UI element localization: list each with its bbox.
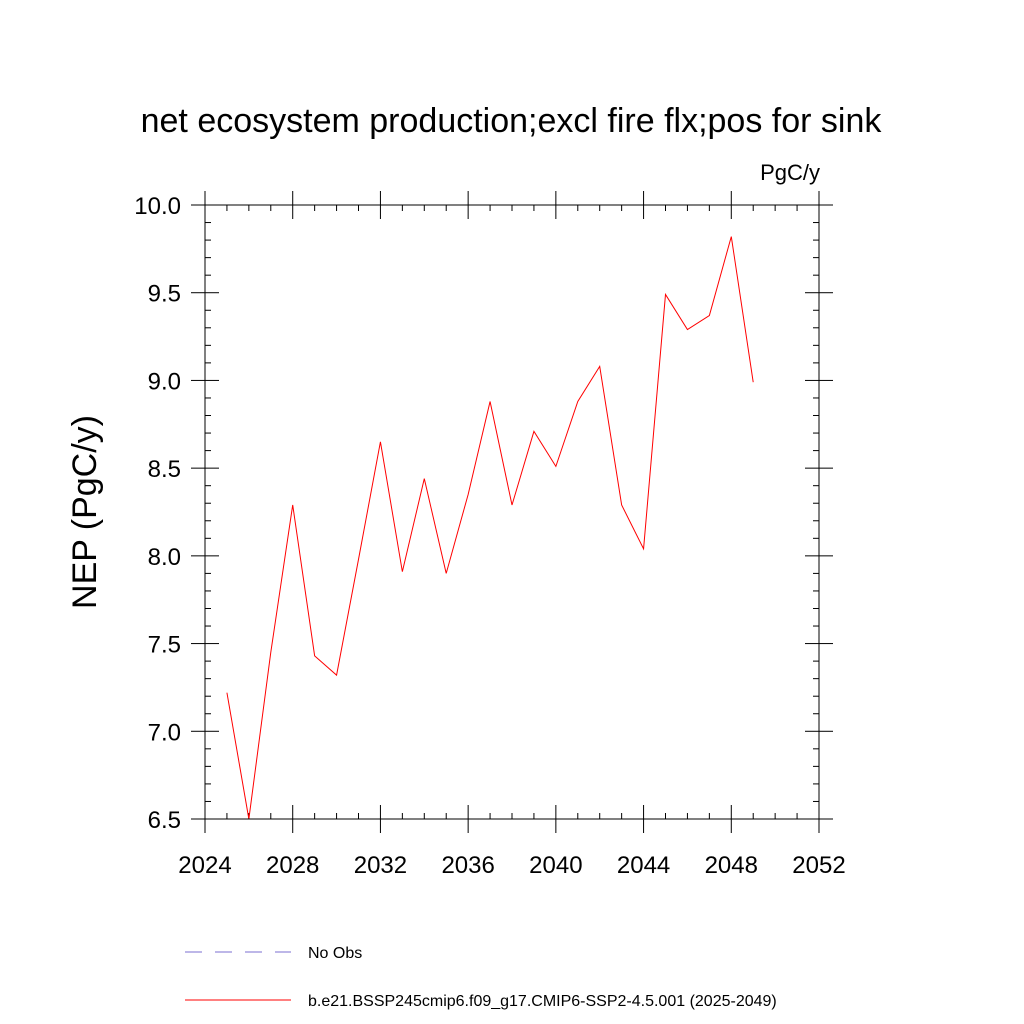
- tick-labels: 2024 2028 2032 2036 2040 2044 2048 2052 6.5 7.0 7.…: [134, 193, 845, 879]
- x-tick-label: 2032: [354, 852, 407, 879]
- x-tick-label: 2028: [266, 852, 319, 879]
- y-tick-label: 7.0: [148, 719, 181, 746]
- y-tick-label: 6.5: [148, 807, 181, 834]
- y-tick-label: 8.0: [148, 544, 181, 571]
- legend: No Obs b.e21.BSSP245cmip6.f09_g17.CMIP6-…: [185, 945, 777, 1010]
- axis-ticks: [191, 191, 833, 833]
- y-tick-label: 9.5: [148, 281, 181, 308]
- chart-title: net ecosystem production;excl fire flx;p…: [141, 102, 883, 140]
- y-axis-label: NEP (PgC/y): [66, 415, 104, 609]
- y-tick-label: 10.0: [134, 193, 181, 220]
- x-tick-label: 2036: [441, 852, 494, 879]
- series-line: [226, 236, 754, 820]
- x-tick-label: 2040: [529, 852, 582, 879]
- legend-label-no-obs: No Obs: [308, 945, 362, 962]
- y-tick-label: 8.5: [148, 456, 181, 483]
- x-tick-label: 2052: [792, 852, 845, 879]
- x-tick-label: 2044: [617, 852, 670, 879]
- x-tick-label: 2048: [705, 852, 758, 879]
- y-tick-label: 7.5: [148, 632, 181, 659]
- series-layer: [226, 236, 754, 820]
- units-label: PgC/y: [760, 160, 820, 185]
- x-tick-label: 2024: [178, 852, 231, 879]
- legend-label-model: b.e21.BSSP245cmip6.f09_g17.CMIP6-SSP2-4.…: [308, 993, 777, 1010]
- y-tick-label: 9.0: [148, 368, 181, 395]
- plot-frame: [204, 204, 820, 820]
